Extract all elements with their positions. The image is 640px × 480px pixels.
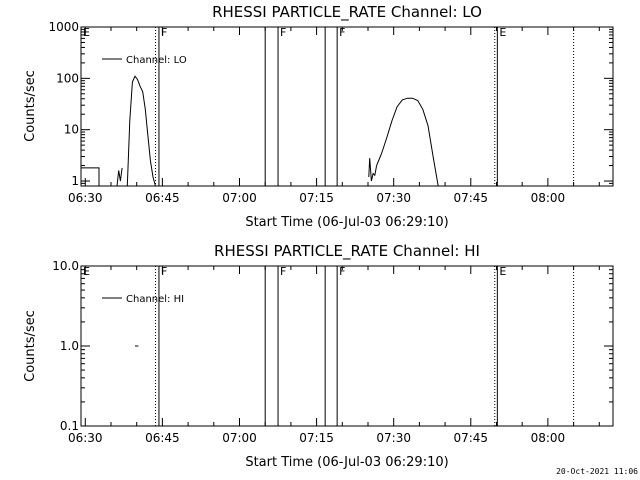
x-tick-label: 07:00 (222, 431, 257, 445)
x-tick-label: 07:15 (299, 431, 334, 445)
event-marker-label: F (280, 265, 286, 278)
event-marker-label: F (161, 26, 167, 39)
chart-hi-marks: 06:30 06:45 07:00 07:15 07:30 07:45 08:00 0.1 1.… (52, 259, 613, 445)
event-marker-label: E (83, 265, 90, 278)
x-tick-label: 07:30 (376, 431, 411, 445)
y-tick-label: 1.0 (60, 339, 79, 353)
y-tick-label: 0.1 (60, 419, 79, 433)
series-line-lo (368, 158, 378, 182)
x-tick-label: 08:00 (531, 431, 566, 445)
chart-hi: RHESSI PARTICLE_RATE Channel: HI Start T… (23, 242, 614, 470)
x-tick-label: 08:00 (531, 191, 566, 205)
series-line-lo (126, 75, 156, 187)
legend-label: Channel: LO (126, 55, 187, 66)
event-marker-label: E (499, 265, 506, 278)
event-marker-label: F (161, 265, 167, 278)
event-marker-label: F (339, 26, 345, 39)
chart-lo-ylabel: Counts/sec (23, 70, 38, 142)
chart-hi-plot-frame (80, 265, 614, 427)
chart-lo-marks: 06:30 06:45 07:00 07:15 07:30 07:45 08:00 1 10 10… (48, 20, 613, 205)
event-marker-label: E (83, 26, 90, 39)
x-tick-label: 06:30 (68, 431, 103, 445)
x-tick-label: 06:45 (145, 431, 180, 445)
event-marker-label: E (499, 26, 506, 39)
y-tick-label: 1 (71, 174, 79, 188)
chart-lo-xlabel: Start Time (06-Jul-03 06:29:10) (245, 215, 448, 230)
chart-lo-title: RHESSI PARTICLE_RATE Channel: LO (212, 3, 482, 22)
x-tick-label: 07:15 (299, 191, 334, 205)
chart-hi-xlabel: Start Time (06-Jul-03 06:29:10) (245, 455, 448, 470)
x-tick-label: 06:30 (68, 191, 103, 205)
x-tick-label: 07:30 (376, 191, 411, 205)
chart-lo-plot-frame (80, 26, 614, 187)
y-tick-label: 10.0 (52, 259, 79, 273)
chart-hi-ylabel: Counts/sec (23, 310, 38, 382)
series-line-lo (80, 167, 100, 186)
series-line-lo (116, 167, 123, 187)
event-marker-label: F (280, 26, 286, 39)
x-tick-label: 07:45 (453, 191, 488, 205)
y-tick-label: 100 (56, 71, 79, 85)
series-line-lo (376, 97, 439, 187)
x-tick-label: 07:45 (453, 431, 488, 445)
y-tick-label: 1000 (48, 20, 79, 34)
x-tick-label: 07:00 (222, 191, 257, 205)
x-tick-label: 06:45 (145, 191, 180, 205)
y-tick-label: 10 (64, 123, 79, 137)
chart-lo: RHESSI PARTICLE_RATE Channel: LO Start T… (23, 3, 614, 230)
legend-label: Channel: HI (126, 294, 184, 305)
chart-hi-title: RHESSI PARTICLE_RATE Channel: HI (214, 242, 480, 261)
event-marker-label: F (339, 265, 345, 278)
footer-timestamp: 20-Oct-2021 11:06 (556, 467, 638, 476)
